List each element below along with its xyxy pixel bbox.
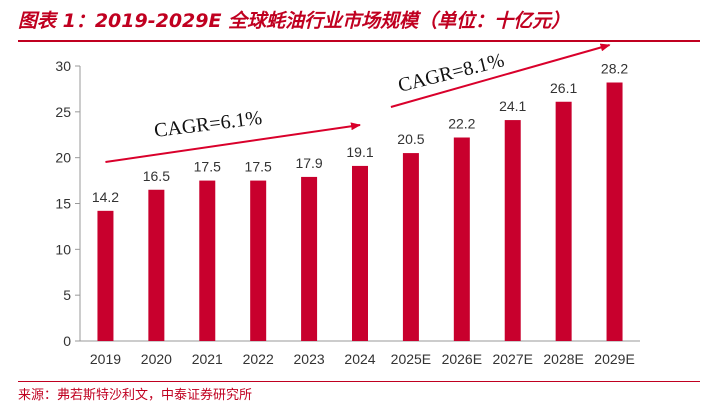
data-label: 14.2 xyxy=(92,189,119,205)
bar xyxy=(199,180,216,341)
x-tick-label: 2022 xyxy=(243,351,274,367)
x-tick-label: 2021 xyxy=(192,351,223,367)
x-tick-label: 2027E xyxy=(492,351,532,367)
data-label: 17.5 xyxy=(194,159,221,175)
bar xyxy=(250,180,267,341)
x-tick-label: 2029E xyxy=(594,351,634,367)
data-label: 17.9 xyxy=(295,155,322,171)
data-label: 24.1 xyxy=(499,98,526,114)
cagr-arrow xyxy=(105,122,361,163)
data-label: 28.2 xyxy=(601,61,628,77)
bar xyxy=(97,210,114,341)
y-tick-label: 0 xyxy=(63,333,71,349)
bar-chart: 0 5 10 15 20 25 30 14.2 2019 16.5 2020 17.5 2021 17.… xyxy=(55,43,640,367)
y-tick-label: 10 xyxy=(55,241,71,257)
data-label: 26.1 xyxy=(550,80,577,96)
x-tick-label: 2019 xyxy=(90,351,121,367)
x-tick-label: 2023 xyxy=(294,351,325,367)
bar xyxy=(504,120,521,341)
y-tick-label: 15 xyxy=(55,196,71,212)
bar xyxy=(555,101,572,341)
title-underline xyxy=(18,40,700,42)
x-tick-label: 2026E xyxy=(442,351,482,367)
x-tick-label: 2025E xyxy=(391,351,431,367)
bar xyxy=(148,189,165,341)
bar xyxy=(352,165,368,341)
y-tick-label: 5 xyxy=(63,287,71,303)
x-tick-label: 2024 xyxy=(344,351,375,367)
data-label: 19.1 xyxy=(346,144,373,160)
cagr-label: CAGR=6.1% xyxy=(153,107,263,142)
data-label: 17.5 xyxy=(245,159,272,175)
chart-title: 图表 1：2019-2029E 全球蚝油行业市场规模（单位：十亿元） xyxy=(18,10,571,32)
y-tick-label: 20 xyxy=(55,150,71,166)
footer-rule xyxy=(18,381,700,382)
bar xyxy=(301,176,318,341)
data-label: 16.5 xyxy=(143,168,170,184)
y-tick-label: 30 xyxy=(55,58,71,74)
source-note: 来源：弗若斯特沙利文，中泰证券研究所 xyxy=(18,388,253,403)
data-label: 22.2 xyxy=(448,116,475,132)
data-label: 20.5 xyxy=(397,131,424,147)
x-tick-label: 2020 xyxy=(141,351,172,367)
cagr-arrow xyxy=(390,43,611,108)
y-tick-label: 25 xyxy=(55,104,71,120)
bar xyxy=(402,153,419,341)
bar xyxy=(606,82,623,341)
x-tick-label: 2028E xyxy=(543,351,583,367)
bar xyxy=(453,137,470,341)
